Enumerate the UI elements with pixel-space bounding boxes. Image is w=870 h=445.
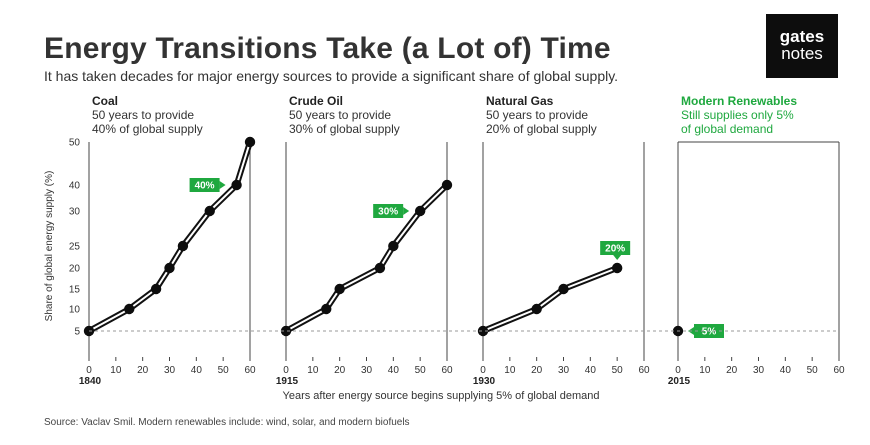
x-tick-label: 0 (480, 365, 486, 376)
panel-note-line-1: 50 years to provide (486, 108, 588, 122)
value-badge-label: 30% (378, 207, 398, 218)
x-tick-label: 60 (833, 365, 845, 376)
value-badge-pointer (219, 181, 226, 189)
x-tick-label: 20 (137, 365, 149, 376)
x-tick-label: 0 (283, 365, 289, 376)
data-point (334, 283, 345, 295)
x-tick-label: 50 (415, 365, 427, 376)
data-point (374, 262, 386, 274)
panel-start-year: 1930 (473, 376, 496, 387)
x-tick-label: 20 (334, 365, 346, 376)
series-line-inner (88, 141, 251, 332)
y-tick-label: 20 (69, 264, 81, 275)
x-tick-label: 10 (699, 365, 711, 376)
value-badge-pointer (403, 207, 410, 215)
panel-start-year: 1840 (79, 376, 102, 387)
panel-note-line-2: 40% of global supply (92, 122, 203, 136)
y-tick-label: 10 (69, 305, 81, 316)
data-point (531, 303, 542, 315)
x-tick-label: 10 (110, 365, 122, 376)
x-tick-label: 0 (86, 365, 92, 376)
data-point (611, 262, 623, 274)
panel-note-line-2: of global demand (681, 122, 773, 136)
series-line-outline (87, 141, 253, 334)
y-tick-label: 15 (69, 285, 81, 296)
x-tick-label: 30 (164, 365, 176, 376)
page-title: Energy Transitions Take (a Lot of) Time (44, 32, 611, 65)
y-axis-label: Share of global energy supply (%) (44, 171, 55, 322)
panel-note-line-2: 20% of global supply (486, 122, 597, 136)
y-tick-label: 40 (69, 181, 81, 192)
y-tick-label: 25 (69, 242, 81, 253)
x-tick-label: 40 (780, 365, 792, 376)
x-tick-label: 50 (218, 365, 230, 376)
panel-title: Natural Gas (486, 94, 554, 108)
data-point (164, 262, 175, 274)
series-line-inner (482, 267, 618, 332)
data-point (204, 205, 215, 217)
gatesnotes-logo[interactable]: gates notes (766, 14, 838, 78)
data-point (177, 240, 189, 252)
data-point (321, 303, 332, 315)
x-tick-label: 50 (807, 365, 819, 376)
panel-start-year: 2015 (668, 376, 691, 387)
value-badge-pointer (613, 255, 622, 260)
data-point (441, 179, 453, 191)
x-tick-label: 20 (531, 365, 543, 376)
x-tick-label: 30 (558, 365, 570, 376)
logo-line-2: notes (781, 44, 823, 63)
panel-note-line-2: 30% of global supply (289, 122, 400, 136)
panel-start-year: 1915 (276, 376, 299, 387)
data-point (150, 283, 162, 295)
data-point (244, 136, 256, 148)
panel-title: Modern Renewables (681, 94, 797, 108)
logo-line-1: gates (779, 27, 825, 46)
x-tick-label: 30 (753, 365, 765, 376)
panel-note-line-1: 50 years to provide (289, 108, 391, 122)
x-tick-label: 60 (244, 365, 256, 376)
value-badge-label: 20% (605, 244, 625, 255)
data-point (414, 205, 426, 217)
panel-note-line-1: Still supplies only 5% (681, 108, 794, 122)
x-tick-label: 40 (585, 365, 597, 376)
value-badge (189, 178, 220, 192)
y-tick-label: 30 (69, 207, 81, 218)
page-subtitle: It has taken decades for major energy so… (44, 68, 619, 84)
source-note: Source: Vaclav Smil. Modern renewables i… (44, 417, 410, 428)
x-tick-label: 10 (307, 365, 319, 376)
x-tick-label: 60 (441, 365, 453, 376)
x-tick-label: 40 (191, 365, 203, 376)
data-point (280, 325, 292, 337)
x-tick-label: 30 (361, 365, 373, 376)
value-badge (600, 241, 631, 255)
panel-title: Crude Oil (289, 94, 343, 108)
y-tick-label: 5 (74, 327, 80, 338)
data-point (231, 179, 242, 191)
x-axis-label: Years after energy source begins supplyi… (283, 390, 600, 402)
value-badge-label: 5% (702, 327, 717, 338)
data-point (558, 283, 569, 295)
x-tick-label: 40 (388, 365, 400, 376)
x-tick-label: 20 (726, 365, 738, 376)
x-tick-label: 50 (612, 365, 624, 376)
data-point (477, 325, 489, 337)
data-point (388, 240, 399, 252)
y-tick-label: 50 (69, 138, 81, 149)
x-tick-label: 10 (504, 365, 516, 376)
x-tick-label: 0 (675, 365, 681, 376)
x-tick-label: 60 (638, 365, 650, 376)
data-point (124, 303, 135, 315)
panel-note-line-1: 50 years to provide (92, 108, 194, 122)
panel-title: Coal (92, 94, 118, 108)
value-badge-label: 40% (195, 181, 215, 192)
value-badge (373, 204, 404, 218)
